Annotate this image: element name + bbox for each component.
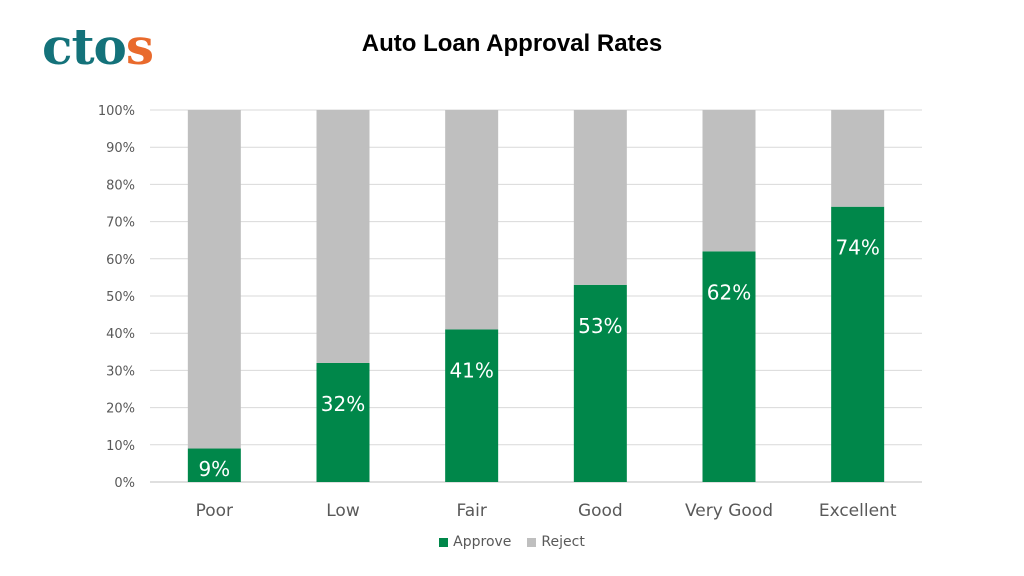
legend-label-reject: Reject <box>541 534 585 550</box>
bar-reject-very-good <box>702 110 756 252</box>
y-tick-label: 40% <box>106 327 135 342</box>
x-tick-label: Low <box>326 501 360 521</box>
bar-approve-fair <box>445 329 499 482</box>
y-tick-label: 0% <box>114 476 135 491</box>
bar-approve-good <box>573 284 627 482</box>
y-tick-label: 20% <box>106 402 135 417</box>
bar-reject-low <box>316 110 370 363</box>
bar-reject-excellent <box>831 110 885 207</box>
x-tick-label: Fair <box>456 501 486 521</box>
data-label: 41% <box>449 358 493 382</box>
y-tick-label: 90% <box>106 141 135 156</box>
bar-approve-excellent <box>831 206 885 482</box>
x-tick-label: Poor <box>196 501 233 521</box>
ctos-logo: ctos <box>42 17 154 76</box>
bar-reject-fair <box>445 110 499 330</box>
x-tick-label: Excellent <box>819 501 897 521</box>
data-label: 74% <box>835 236 879 260</box>
legend-item-reject: Reject <box>527 534 585 550</box>
legend-item-approve: Approve <box>439 534 511 550</box>
legend-label-approve: Approve <box>453 534 512 550</box>
data-label: 53% <box>578 314 622 338</box>
chart-title: Auto Loan Approval Rates <box>361 30 663 57</box>
y-tick-label: 100% <box>98 104 135 119</box>
bar-approve-very-good <box>702 251 756 482</box>
y-tick-label: 50% <box>106 290 135 305</box>
y-tick-label: 60% <box>106 253 135 268</box>
data-label: 9% <box>198 457 230 481</box>
data-label: 32% <box>321 392 365 416</box>
bar-approve-poor <box>187 448 241 482</box>
bar-chart: 0% 10% 20% 30% 40% 50% 60% 70% 80% 90% 100% 9% Poor 3… <box>98 104 922 521</box>
data-label: 62% <box>707 280 751 304</box>
legend-swatch-reject <box>527 537 537 547</box>
bar-reject-good <box>573 110 627 285</box>
y-tick-label: 10% <box>106 439 135 454</box>
legend-swatch-approve <box>439 537 449 547</box>
x-tick-label: Very Good <box>685 501 773 521</box>
x-tick-label: Good <box>578 501 623 521</box>
chart-legend: Approve Reject <box>0 534 1024 550</box>
y-tick-label: 30% <box>106 364 135 379</box>
y-tick-label: 70% <box>106 216 135 231</box>
y-tick-label: 80% <box>106 178 135 193</box>
bar-reject-poor <box>187 110 241 449</box>
bar-approve-low <box>316 362 370 482</box>
